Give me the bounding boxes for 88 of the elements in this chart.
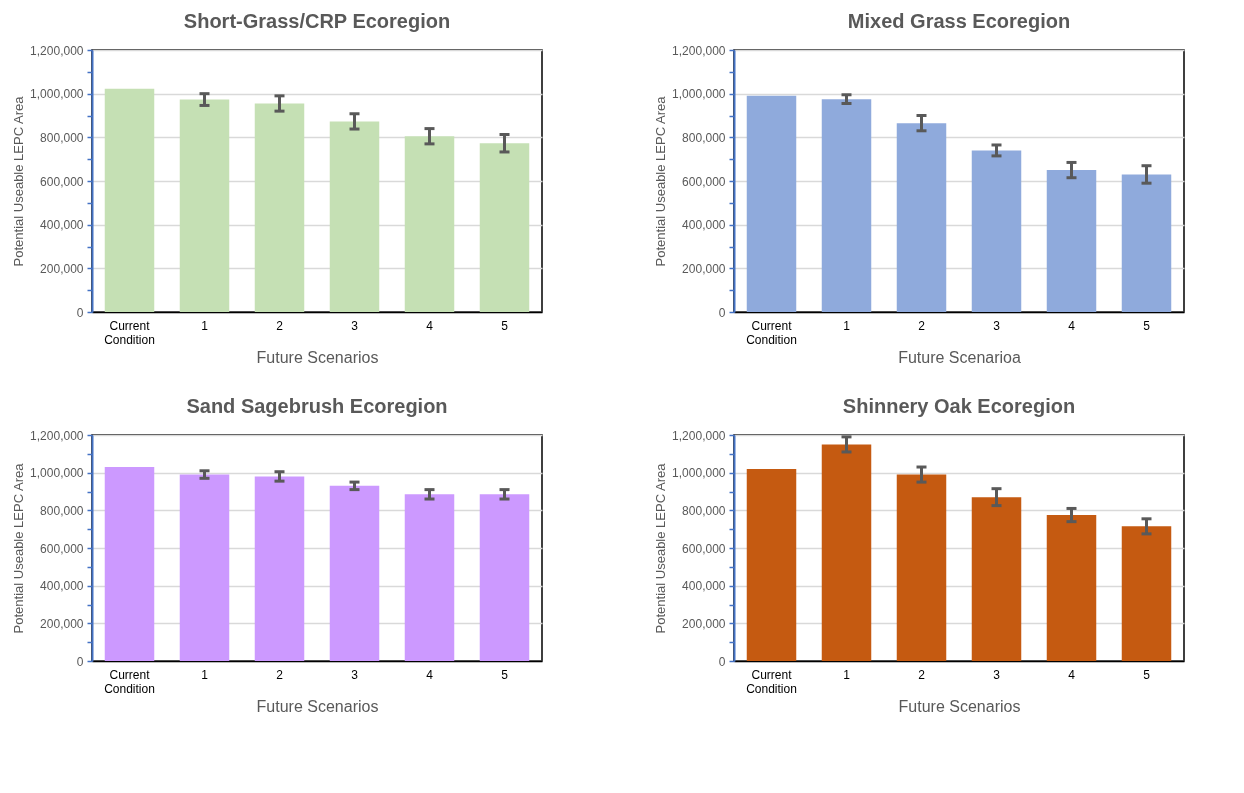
chart-title: Shinnery Oak Ecoregion [842,395,1076,417]
y-axis-title: Potential Useable LEPC Area [11,95,27,267]
y-tick-label: 400,000 [682,218,726,233]
bar [179,474,230,661]
y-tick-label: 600,000 [40,541,84,556]
x-tick-label: 3 [993,318,1001,333]
bar [479,494,530,661]
y-tick-label: 800,000 [40,503,84,518]
y-tick-label: 0 [76,654,84,669]
bar [104,467,155,661]
bar [1121,174,1172,312]
bar [179,99,230,312]
x-axis-title: Future Scenarios [256,697,379,715]
y-tick-label: 200,000 [682,261,726,276]
x-tick-label: 3 [351,318,359,333]
y-tick-label: 1,200,000 [672,428,726,443]
chart-title: Sand Sagebrush Ecoregion [186,395,448,417]
x-tick-label: 5 [501,667,509,682]
bar [821,444,872,661]
x-tick-label: 4 [426,667,434,682]
y-tick-label: 600,000 [682,541,726,556]
y-tick-label: 600,000 [40,174,84,189]
chart-title: Short-Grass/CRP Ecoregion [183,10,451,32]
x-tick-label: 3 [351,667,359,682]
x-tick-label: 1 [843,318,851,333]
bar [971,150,1022,312]
bar [329,485,380,661]
x-tick-label: 4 [1068,318,1076,333]
bar [404,494,455,661]
bar [971,497,1022,661]
y-tick-label: 0 [718,654,726,669]
y-tick-label: 200,000 [40,261,84,276]
y-axis-title: Potential Useable LEPC Area [653,95,669,267]
y-tick-label: 0 [76,305,84,320]
bar [329,121,380,312]
x-tick-label: 1 [843,667,851,682]
bar [746,468,797,661]
x-tick-label: Current Condition [104,318,155,347]
bar [404,136,455,312]
x-tick-label: 2 [918,318,926,333]
x-tick-label: 4 [426,318,434,333]
bar [1046,170,1097,312]
y-tick-label: 200,000 [40,616,84,631]
bar [896,474,947,661]
x-tick-label: Current Condition [104,667,155,696]
y-tick-label: 1,000,000 [30,466,84,481]
y-tick-label: 0 [718,305,726,320]
x-tick-label: Current Condition [746,667,797,696]
x-tick-label: 5 [1143,667,1151,682]
bar [746,95,797,312]
bar [254,476,305,661]
x-tick-label: 1 [201,318,209,333]
bar [254,103,305,312]
y-tick-label: 200,000 [682,616,726,631]
y-tick-label: 400,000 [682,579,726,594]
y-axis-title: Potential Useable LEPC Area [11,462,27,634]
x-tick-label: 3 [993,667,1001,682]
y-tick-label: 800,000 [682,503,726,518]
bar [896,123,947,312]
bar [104,88,155,312]
x-tick-label: 2 [276,318,284,333]
x-tick-label: 5 [501,318,509,333]
y-tick-label: 1,200,000 [672,43,726,58]
bar [1121,526,1172,661]
x-tick-label: 2 [276,667,284,682]
bar [479,143,530,312]
x-tick-label: Current Condition [746,318,797,347]
x-axis-title: Future Scenarioa [898,348,1021,366]
y-tick-label: 1,000,000 [30,87,84,102]
y-tick-label: 400,000 [40,218,84,233]
y-tick-label: 800,000 [682,130,726,145]
x-tick-label: 1 [201,667,209,682]
x-tick-label: 2 [918,667,926,682]
y-tick-label: 1,000,000 [672,466,726,481]
x-axis-title: Future Scenarios [898,697,1021,715]
y-tick-label: 1,000,000 [672,87,726,102]
x-tick-label: 5 [1143,318,1151,333]
x-tick-label: 4 [1068,667,1076,682]
bar [821,99,872,312]
y-tick-label: 800,000 [40,130,84,145]
y-tick-label: 1,200,000 [30,43,84,58]
x-axis-title: Future Scenarios [256,348,379,366]
y-tick-label: 600,000 [682,174,726,189]
y-tick-label: 400,000 [40,579,84,594]
bar [1046,515,1097,661]
chart-title: Mixed Grass Ecoregion [847,10,1071,32]
y-axis-title: Potential Useable LEPC Area [653,462,669,634]
y-tick-label: 1,200,000 [30,428,84,443]
